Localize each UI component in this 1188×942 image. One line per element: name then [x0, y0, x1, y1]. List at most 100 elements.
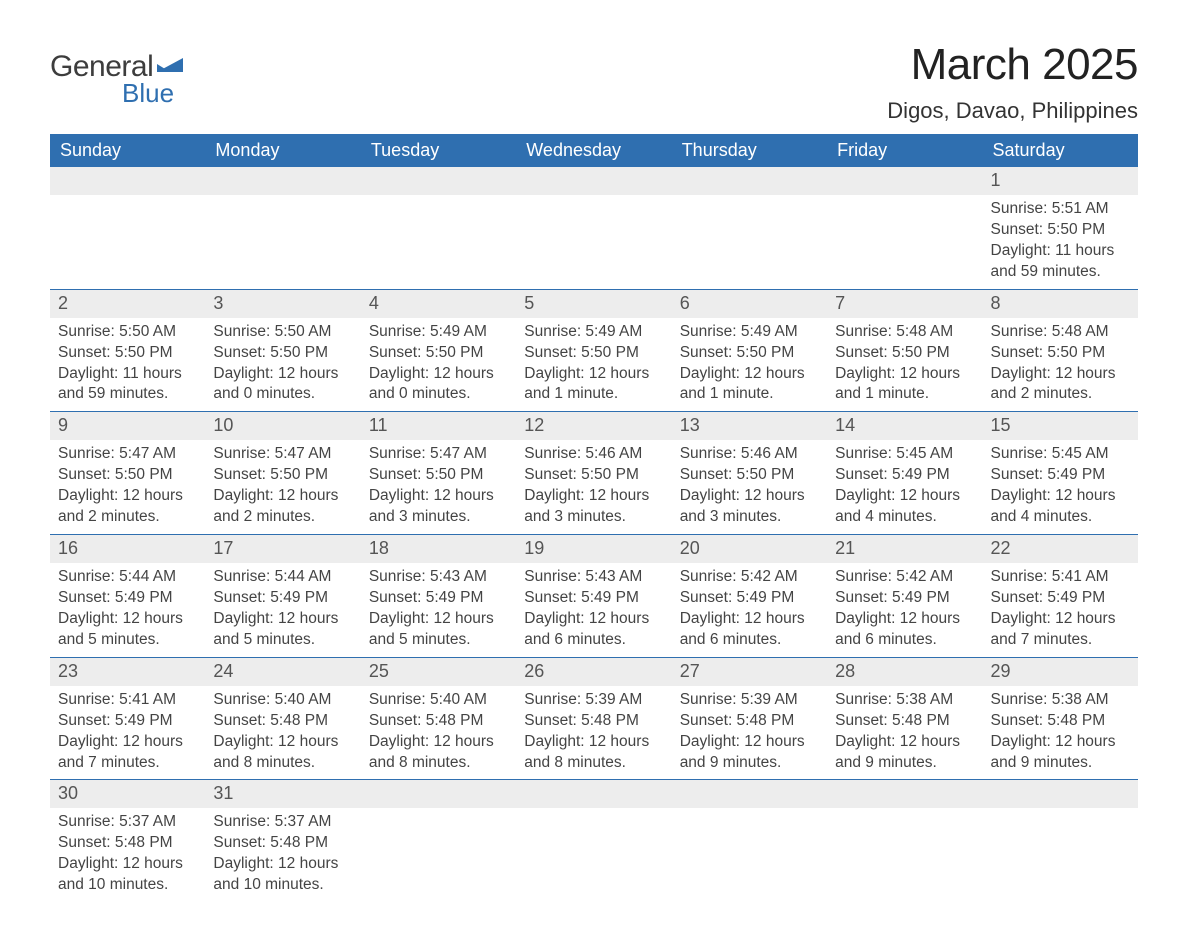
- calendar-cell: 28Sunrise: 5:38 AMSunset: 5:48 PMDayligh…: [827, 657, 982, 780]
- day-number: 15: [983, 412, 1138, 440]
- sunset-line: Sunset: 5:49 PM: [835, 465, 974, 486]
- sunset-line: Sunset: 5:49 PM: [991, 465, 1130, 486]
- calendar-cell: [205, 167, 360, 289]
- calendar-cell: 9Sunrise: 5:47 AMSunset: 5:50 PMDaylight…: [50, 412, 205, 535]
- day-number: 24: [205, 658, 360, 686]
- day-number: [983, 780, 1138, 808]
- day-number: 4: [361, 290, 516, 318]
- sunrise-line: Sunrise: 5:50 AM: [58, 322, 197, 343]
- sunset-line: Sunset: 5:48 PM: [991, 711, 1130, 732]
- calendar-cell: 4 Sunrise: 5:49 AMSunset: 5:50 PMDaylight…: [361, 289, 516, 412]
- day-number: 12: [516, 412, 671, 440]
- calendar-row: 16Sunrise: 5:44 AMSunset: 5:49 PMDayligh…: [50, 535, 1138, 658]
- sunrise-line: Sunrise: 5:46 AM: [680, 444, 819, 465]
- calendar-cell: 1Sunrise: 5:51 AMSunset: 5:50 PMDaylight…: [983, 167, 1138, 289]
- day-data: Sunrise: 5:47 AMSunset: 5:50 PMDaylight:…: [205, 440, 360, 534]
- calendar-cell: [361, 167, 516, 289]
- day-number: 14: [827, 412, 982, 440]
- day-data: Sunrise: 5:51 AMSunset: 5:50 PMDaylight:…: [983, 195, 1138, 289]
- day-number: 22: [983, 535, 1138, 563]
- day-data: [672, 808, 827, 894]
- calendar-cell: 18Sunrise: 5:43 AMSunset: 5:49 PMDayligh…: [361, 535, 516, 658]
- day-data: Sunrise: 5:49 AMSunset: 5:50 PMDaylight:…: [672, 318, 827, 412]
- calendar-cell: 17Sunrise: 5:44 AMSunset: 5:49 PMDayligh…: [205, 535, 360, 658]
- daylight-line: Daylight: 12 hours and 3 minutes.: [524, 486, 663, 528]
- sunset-line: Sunset: 5:50 PM: [369, 343, 508, 364]
- sunrise-line: Sunrise: 5:49 AM: [524, 322, 663, 343]
- sunset-line: Sunset: 5:50 PM: [680, 343, 819, 364]
- sunrise-line: Sunrise: 5:45 AM: [835, 444, 974, 465]
- day-data: [361, 195, 516, 281]
- sunset-line: Sunset: 5:48 PM: [213, 833, 352, 854]
- calendar-cell: [983, 780, 1138, 902]
- calendar-cell: 31Sunrise: 5:37 AMSunset: 5:48 PMDayligh…: [205, 780, 360, 902]
- daylight-line: Daylight: 12 hours and 0 minutes.: [369, 364, 508, 406]
- day-data: Sunrise: 5:43 AMSunset: 5:49 PMDaylight:…: [361, 563, 516, 657]
- day-data: Sunrise: 5:37 AMSunset: 5:48 PMDaylight:…: [205, 808, 360, 902]
- daylight-line: Daylight: 12 hours and 2 minutes.: [213, 486, 352, 528]
- daylight-line: Daylight: 12 hours and 6 minutes.: [524, 609, 663, 651]
- sunset-line: Sunset: 5:49 PM: [58, 588, 197, 609]
- brand-logo: General Blue: [50, 40, 183, 109]
- day-data: Sunrise: 5:45 AMSunset: 5:49 PMDaylight:…: [983, 440, 1138, 534]
- sunrise-line: Sunrise: 5:43 AM: [369, 567, 508, 588]
- day-number: [827, 780, 982, 808]
- sunrise-line: Sunrise: 5:49 AM: [369, 322, 508, 343]
- sunset-line: Sunset: 5:49 PM: [58, 711, 197, 732]
- sunset-line: Sunset: 5:49 PM: [991, 588, 1130, 609]
- day-data: Sunrise: 5:40 AMSunset: 5:48 PMDaylight:…: [205, 686, 360, 780]
- calendar-cell: 7Sunrise: 5:48 AMSunset: 5:50 PMDaylight…: [827, 289, 982, 412]
- daylight-line: Daylight: 12 hours and 9 minutes.: [991, 732, 1130, 774]
- day-number: 5: [516, 290, 671, 318]
- calendar-cell: 19Sunrise: 5:43 AMSunset: 5:49 PMDayligh…: [516, 535, 671, 658]
- day-data: [983, 808, 1138, 894]
- sunrise-line: Sunrise: 5:49 AM: [680, 322, 819, 343]
- sunset-line: Sunset: 5:48 PM: [835, 711, 974, 732]
- day-data: [516, 808, 671, 894]
- daylight-line: Daylight: 12 hours and 3 minutes.: [680, 486, 819, 528]
- day-data: Sunrise: 5:50 AMSunset: 5:50 PMDaylight:…: [50, 318, 205, 412]
- daylight-line: Daylight: 12 hours and 8 minutes.: [213, 732, 352, 774]
- day-number: 16: [50, 535, 205, 563]
- day-data: Sunrise: 5:44 AMSunset: 5:49 PMDaylight:…: [205, 563, 360, 657]
- calendar-cell: 2Sunrise: 5:50 AMSunset: 5:50 PMDaylight…: [50, 289, 205, 412]
- sunrise-line: Sunrise: 5:39 AM: [680, 690, 819, 711]
- sunset-line: Sunset: 5:49 PM: [524, 588, 663, 609]
- day-number: [516, 167, 671, 195]
- day-number: 29: [983, 658, 1138, 686]
- sunrise-line: Sunrise: 5:40 AM: [213, 690, 352, 711]
- day-data: Sunrise: 5:41 AMSunset: 5:49 PMDaylight:…: [983, 563, 1138, 657]
- sunrise-line: Sunrise: 5:41 AM: [991, 567, 1130, 588]
- calendar-cell: 14Sunrise: 5:45 AMSunset: 5:49 PMDayligh…: [827, 412, 982, 535]
- calendar-row: 30Sunrise: 5:37 AMSunset: 5:48 PMDayligh…: [50, 780, 1138, 902]
- calendar-cell: 16Sunrise: 5:44 AMSunset: 5:49 PMDayligh…: [50, 535, 205, 658]
- sunrise-line: Sunrise: 5:44 AM: [213, 567, 352, 588]
- calendar-cell: 21Sunrise: 5:42 AMSunset: 5:49 PMDayligh…: [827, 535, 982, 658]
- daylight-line: Daylight: 12 hours and 7 minutes.: [991, 609, 1130, 651]
- sunset-line: Sunset: 5:50 PM: [680, 465, 819, 486]
- calendar-header: SundayMondayTuesdayWednesdayThursdayFrid…: [50, 134, 1138, 167]
- calendar-cell: [672, 167, 827, 289]
- day-number: 1: [983, 167, 1138, 195]
- day-data: [50, 195, 205, 281]
- sunrise-line: Sunrise: 5:42 AM: [835, 567, 974, 588]
- location: Digos, Davao, Philippines: [887, 98, 1138, 124]
- day-number: 7: [827, 290, 982, 318]
- title-block: March 2025 Digos, Davao, Philippines: [887, 40, 1138, 124]
- day-number: 19: [516, 535, 671, 563]
- calendar-row: 23Sunrise: 5:41 AMSunset: 5:49 PMDayligh…: [50, 657, 1138, 780]
- calendar-cell: 22Sunrise: 5:41 AMSunset: 5:49 PMDayligh…: [983, 535, 1138, 658]
- daylight-line: Daylight: 12 hours and 5 minutes.: [58, 609, 197, 651]
- weekday-header: Monday: [205, 134, 360, 167]
- sunset-line: Sunset: 5:49 PM: [213, 588, 352, 609]
- calendar-cell: 13Sunrise: 5:46 AMSunset: 5:50 PMDayligh…: [672, 412, 827, 535]
- sunset-line: Sunset: 5:50 PM: [835, 343, 974, 364]
- day-data: Sunrise: 5:38 AMSunset: 5:48 PMDaylight:…: [827, 686, 982, 780]
- day-data: Sunrise: 5:44 AMSunset: 5:49 PMDaylight:…: [50, 563, 205, 657]
- weekday-header: Sunday: [50, 134, 205, 167]
- sunrise-line: Sunrise: 5:37 AM: [58, 812, 197, 833]
- weekday-header: Wednesday: [516, 134, 671, 167]
- day-data: Sunrise: 5:47 AMSunset: 5:50 PMDaylight:…: [50, 440, 205, 534]
- sunset-line: Sunset: 5:50 PM: [369, 465, 508, 486]
- sunrise-line: Sunrise: 5:42 AM: [680, 567, 819, 588]
